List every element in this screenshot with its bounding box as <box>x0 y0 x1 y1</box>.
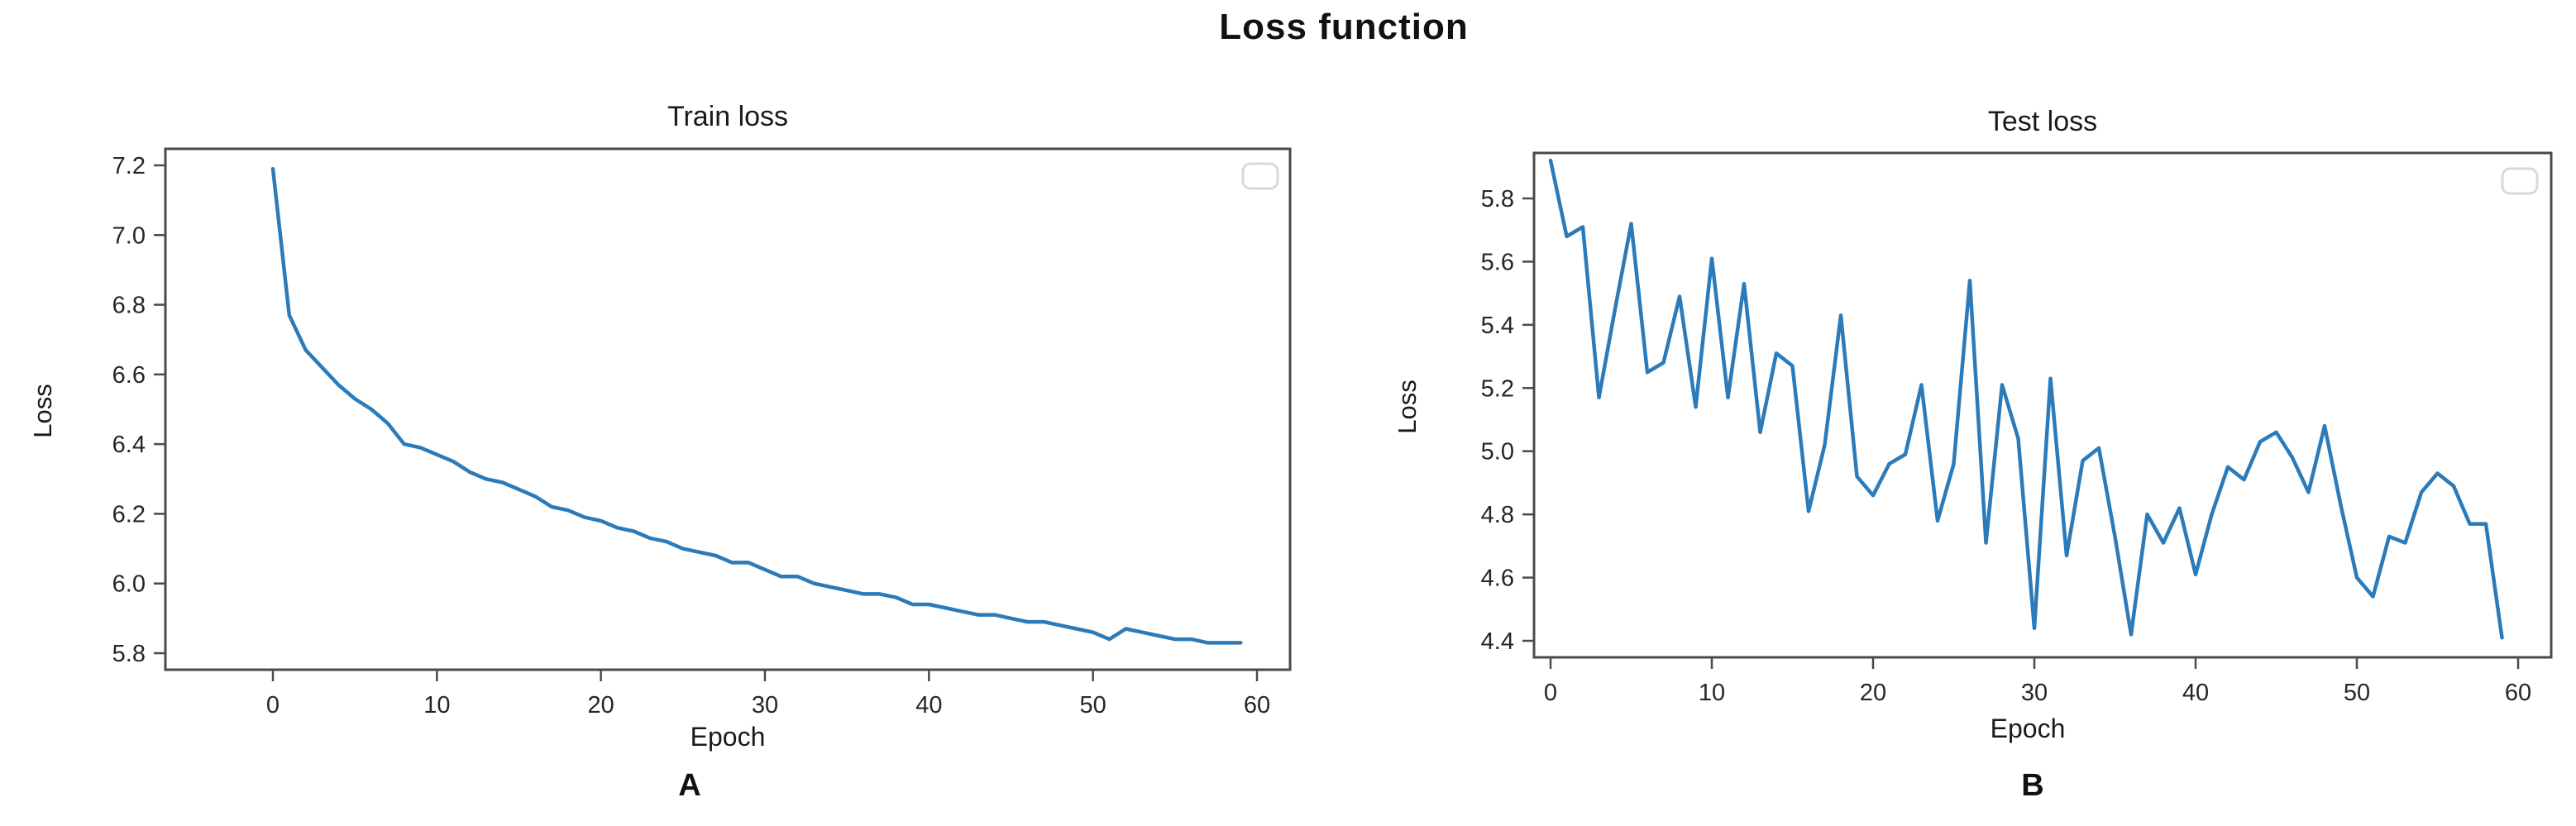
panel-b-ylabel: Loss <box>1393 380 1422 433</box>
tick-label: 6.4 <box>112 432 146 458</box>
tick-label: 7.0 <box>112 222 146 249</box>
tick-label: 4.4 <box>1481 628 1514 655</box>
tick-label: 5.6 <box>1481 249 1514 275</box>
panel-b-ticks: 5.8 5.6 5.4 5.2 5.0 4.8 4.6 4.4 0 10 20 30 40 50 60 <box>1481 186 2531 706</box>
tick-label: 60 <box>2505 680 2531 706</box>
panel-a-xlabel: Epoch <box>691 722 766 752</box>
panel-b-plot-border <box>1532 151 2553 659</box>
tick-label: 5.8 <box>112 641 146 667</box>
figure-title: Loss function <box>1219 7 1469 47</box>
tick-label: 40 <box>2182 680 2209 706</box>
tick-label: 5.2 <box>1481 375 1514 402</box>
tick-label: 30 <box>752 692 778 719</box>
tick-label: 6.6 <box>112 362 146 389</box>
tick-label: 4.8 <box>1481 502 1514 528</box>
tick-label: 40 <box>915 692 942 719</box>
panel-b-letter: B <box>2021 768 2043 803</box>
tick-label: 20 <box>1860 680 1886 706</box>
tick-label: 4.6 <box>1481 566 1514 592</box>
tick-label: 6.2 <box>112 501 146 528</box>
panel-a-plot-border <box>164 147 1292 671</box>
panel-a-title: Train loss <box>667 101 788 132</box>
tick-label: 5.4 <box>1481 313 1514 339</box>
panel-test-loss: Test loss 5.8 5.6 5.4 5.2 5.0 4.8 4.6 4.4 0 10 20 3… <box>1393 106 2553 803</box>
panel-b-xlabel: Epoch <box>1991 714 2066 743</box>
tick-label: 50 <box>1080 692 1106 719</box>
tick-label: 30 <box>2021 680 2048 706</box>
panel-b-title: Test loss <box>1988 106 2097 137</box>
tick-label: 60 <box>1244 692 1270 719</box>
train-loss-line <box>270 166 1243 645</box>
tick-label: 20 <box>588 692 614 719</box>
panel-a-ticks: 7.2 7.0 6.8 6.6 6.4 6.2 6.0 5.8 0 10 20 30 40 50 60 <box>112 153 1270 719</box>
tick-label: 5.8 <box>1481 186 1514 212</box>
tick-label: 7.2 <box>112 153 146 179</box>
test-loss-line <box>1548 158 2504 640</box>
tick-label: 10 <box>423 692 450 719</box>
tick-label: 50 <box>2344 680 2370 706</box>
tick-label: 0 <box>266 692 280 719</box>
tick-label: 6.8 <box>112 293 146 319</box>
tick-label: 0 <box>1544 680 1557 706</box>
panel-a-ylabel: Loss <box>28 384 57 437</box>
tick-label: 10 <box>1699 680 1725 706</box>
tick-label: 5.0 <box>1481 439 1514 466</box>
panel-train-loss: Train loss 7.2 7.0 6.8 6.6 6.4 6.2 6.0 5.8 0 10 20… <box>28 101 1292 803</box>
panel-b-legend-box <box>2501 167 2539 195</box>
tick-label: 6.0 <box>112 571 146 598</box>
panel-a-letter: A <box>678 768 700 803</box>
panel-a-legend-box <box>1241 162 1279 190</box>
